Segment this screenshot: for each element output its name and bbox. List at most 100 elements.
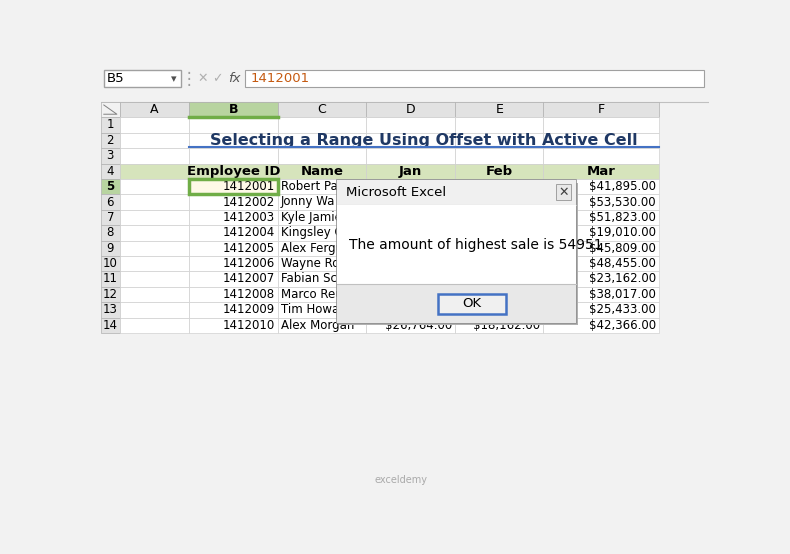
Text: D: D <box>406 103 416 116</box>
Text: 4: 4 <box>107 165 114 178</box>
Bar <box>101 317 120 333</box>
Bar <box>367 302 455 317</box>
Text: Wayne Ro: Wayne Ro <box>281 257 339 270</box>
Bar <box>455 240 544 256</box>
Bar <box>190 225 278 240</box>
Bar <box>544 317 659 333</box>
Bar <box>101 287 120 302</box>
Bar <box>455 225 544 240</box>
Bar <box>340 183 578 325</box>
Bar <box>455 133 544 148</box>
Text: $51,823.00: $51,823.00 <box>589 211 656 224</box>
Text: Robert Pa: Robert Pa <box>281 180 337 193</box>
Text: Employee ID: Employee ID <box>186 165 280 178</box>
Bar <box>455 317 544 333</box>
Text: Alex Fergu: Alex Fergu <box>281 242 343 255</box>
Bar <box>337 181 576 205</box>
Bar <box>455 256 544 271</box>
Text: OK: OK <box>462 297 481 310</box>
Bar <box>101 302 120 317</box>
Text: $38,017.00: $38,017.00 <box>589 288 656 301</box>
Bar <box>367 225 455 240</box>
Bar <box>190 256 278 271</box>
Bar <box>438 294 506 314</box>
Bar <box>544 256 659 271</box>
Text: Feb: Feb <box>486 165 513 178</box>
Text: Microsoft Excel: Microsoft Excel <box>346 186 446 199</box>
Bar <box>544 163 659 179</box>
Bar <box>278 163 367 179</box>
Bar <box>455 179 544 194</box>
Bar <box>278 317 367 333</box>
Text: ✕: ✕ <box>198 73 208 85</box>
Text: 2: 2 <box>107 134 114 147</box>
Text: 3: 3 <box>107 149 114 162</box>
Text: Fabian Schar: Fabian Schar <box>281 273 356 285</box>
Bar <box>367 102 455 117</box>
Bar <box>190 102 278 117</box>
Bar <box>367 194 455 210</box>
Bar <box>246 70 705 88</box>
Text: 1412001: 1412001 <box>223 180 275 193</box>
Bar <box>455 271 544 287</box>
Text: $26,764.00: $26,764.00 <box>385 319 452 332</box>
Text: 1: 1 <box>107 119 114 131</box>
Bar <box>367 302 455 317</box>
Text: 5: 5 <box>106 180 115 193</box>
Text: 7: 7 <box>107 211 114 224</box>
Bar <box>101 133 120 148</box>
Text: 1412001: 1412001 <box>251 73 310 85</box>
Bar <box>455 210 544 225</box>
Text: Alex Morgan: Alex Morgan <box>281 319 354 332</box>
Bar <box>101 240 120 256</box>
Bar <box>278 256 367 271</box>
Bar <box>120 225 190 240</box>
Text: $33,757.00: $33,757.00 <box>473 288 540 301</box>
Text: $53,530.00: $53,530.00 <box>589 196 656 208</box>
Text: 6: 6 <box>107 196 114 208</box>
Bar <box>278 225 367 240</box>
Bar <box>278 148 367 163</box>
Text: Name: Name <box>301 165 344 178</box>
Bar <box>190 163 278 179</box>
Text: $18,162.00: $18,162.00 <box>473 319 540 332</box>
Text: Tim Howard: Tim Howard <box>281 303 352 316</box>
Text: $23,162.00: $23,162.00 <box>589 273 656 285</box>
Bar <box>455 163 544 179</box>
Text: $17,879.00: $17,879.00 <box>473 303 540 316</box>
Text: $25,433.00: $25,433.00 <box>589 303 656 316</box>
Text: 9: 9 <box>107 242 114 255</box>
Text: $18,893.00: $18,893.00 <box>473 273 540 285</box>
Bar <box>455 194 544 210</box>
Text: ✓: ✓ <box>213 73 223 85</box>
Bar <box>544 287 659 302</box>
Bar <box>278 179 367 194</box>
Text: $42,366.00: $42,366.00 <box>589 319 656 332</box>
Bar <box>367 256 455 271</box>
Bar <box>278 117 367 133</box>
Bar <box>337 205 576 284</box>
Bar <box>367 240 455 256</box>
Bar <box>544 179 659 194</box>
Bar <box>101 179 120 194</box>
Bar <box>367 117 455 133</box>
Bar <box>120 148 190 163</box>
Bar <box>544 148 659 163</box>
Bar <box>544 117 659 133</box>
Text: 8: 8 <box>107 226 114 239</box>
Bar <box>544 194 659 210</box>
Bar <box>120 271 190 287</box>
Text: 13: 13 <box>103 303 118 316</box>
Bar <box>120 117 190 133</box>
Text: A: A <box>150 103 159 116</box>
Bar <box>455 302 544 317</box>
Bar <box>101 117 120 133</box>
Text: Marco Reus: Marco Reus <box>281 288 348 301</box>
Bar <box>278 133 367 148</box>
Bar <box>120 194 190 210</box>
Bar <box>103 70 181 88</box>
Bar <box>544 133 659 148</box>
Bar <box>367 317 455 333</box>
Text: C: C <box>318 103 326 116</box>
Bar <box>120 302 190 317</box>
